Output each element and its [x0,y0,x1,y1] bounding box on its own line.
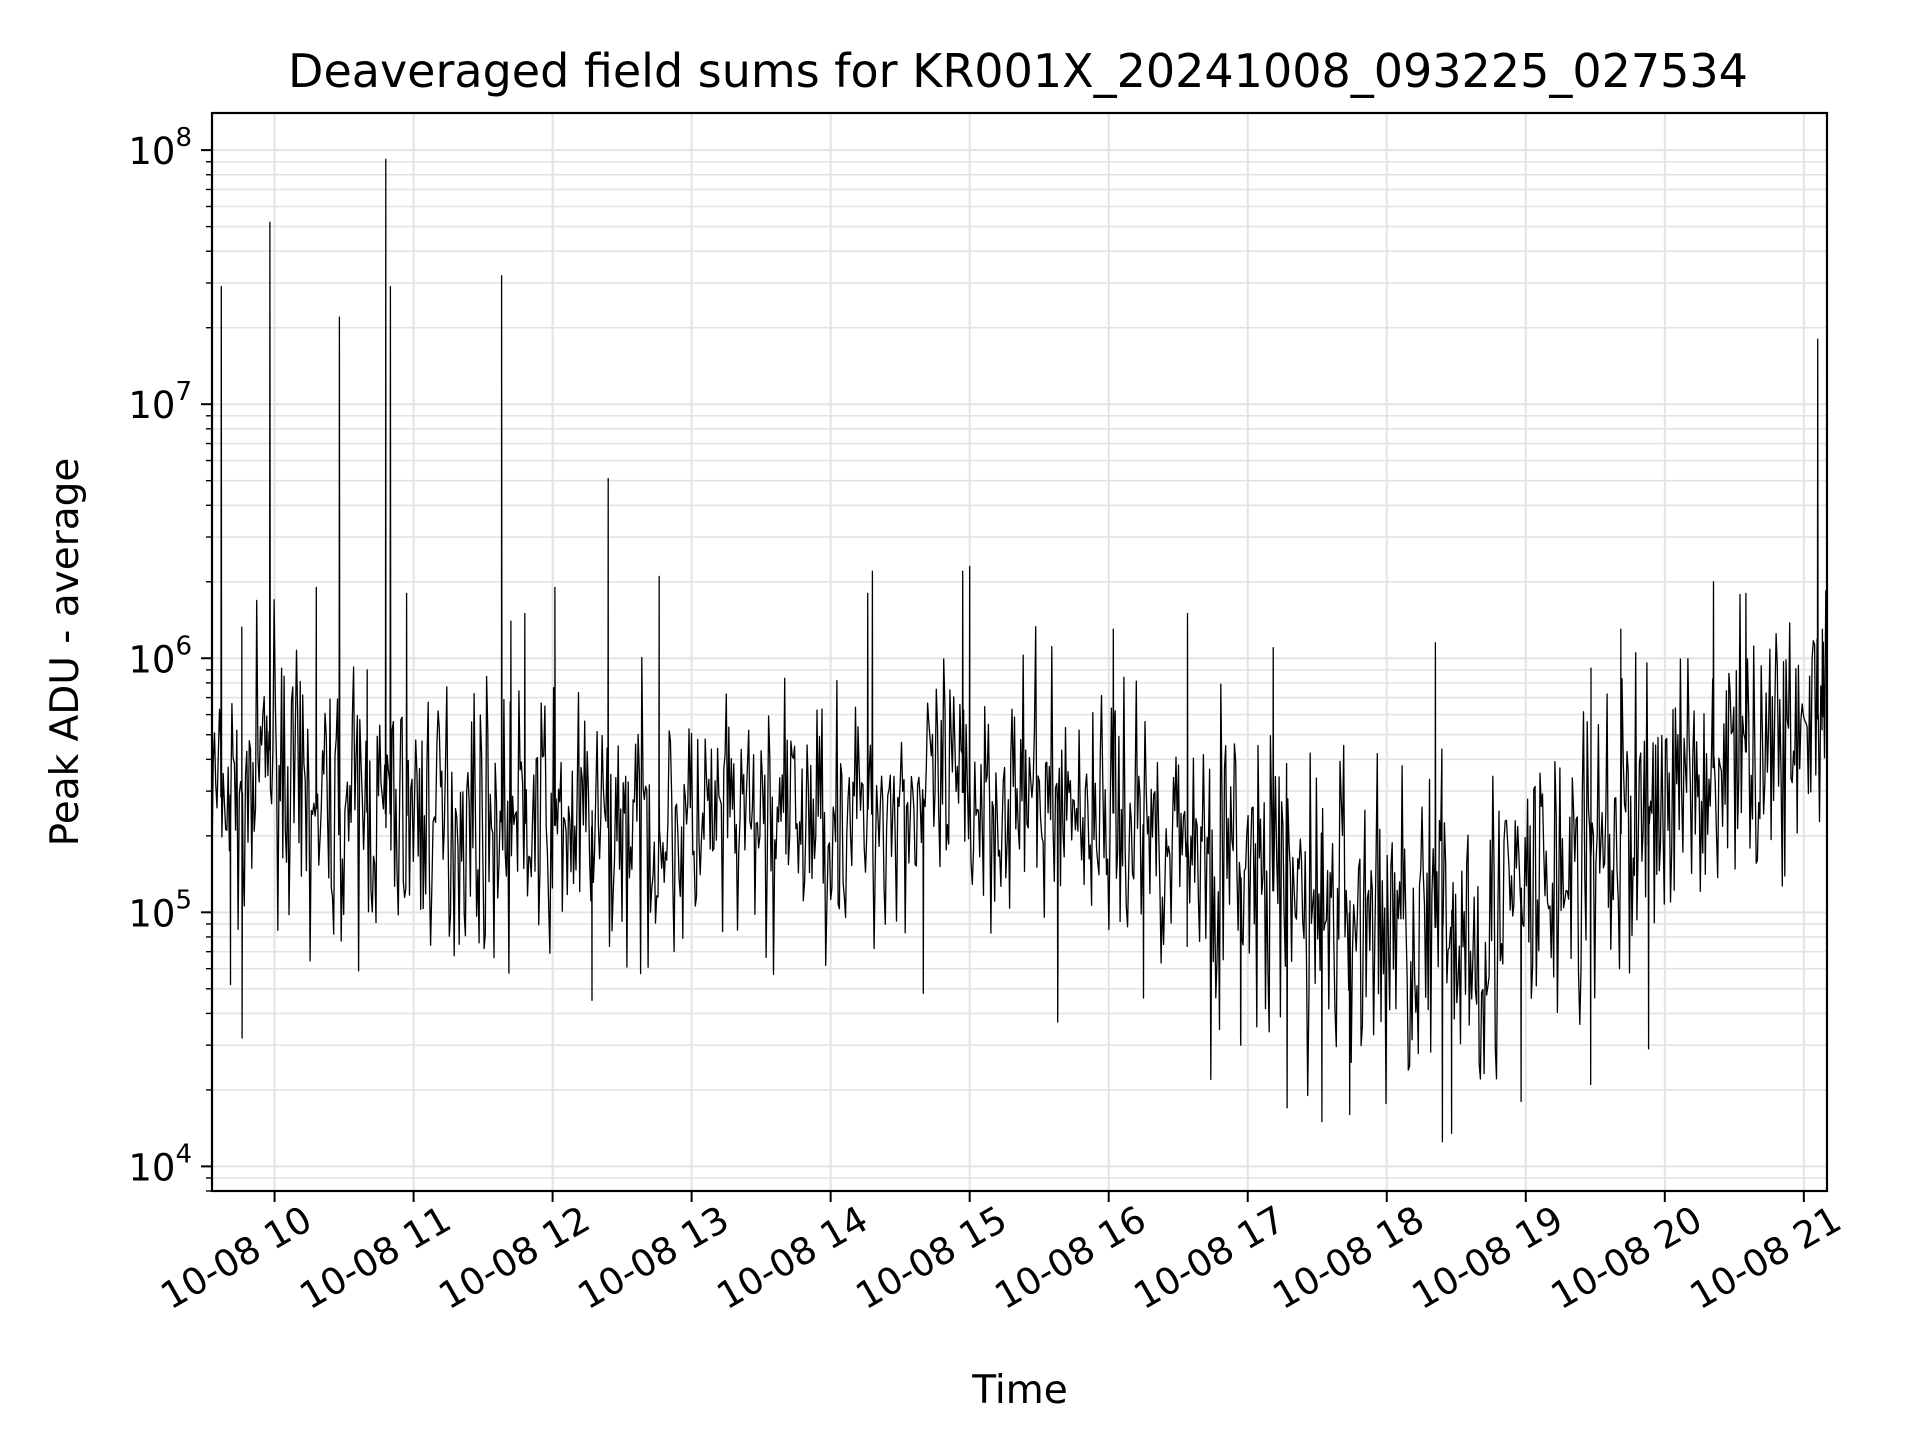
x-axis-label: Time [971,1368,1067,1413]
plot-frame [210,111,1829,1193]
series-group [211,158,1828,1143]
y-axis-label: Peak ADU - average [43,458,88,847]
chart-title: Deaveraged field sums for KR001X_2024100… [288,44,1748,98]
series-line [211,158,1828,1143]
y-tick-label: 106 [128,631,192,681]
